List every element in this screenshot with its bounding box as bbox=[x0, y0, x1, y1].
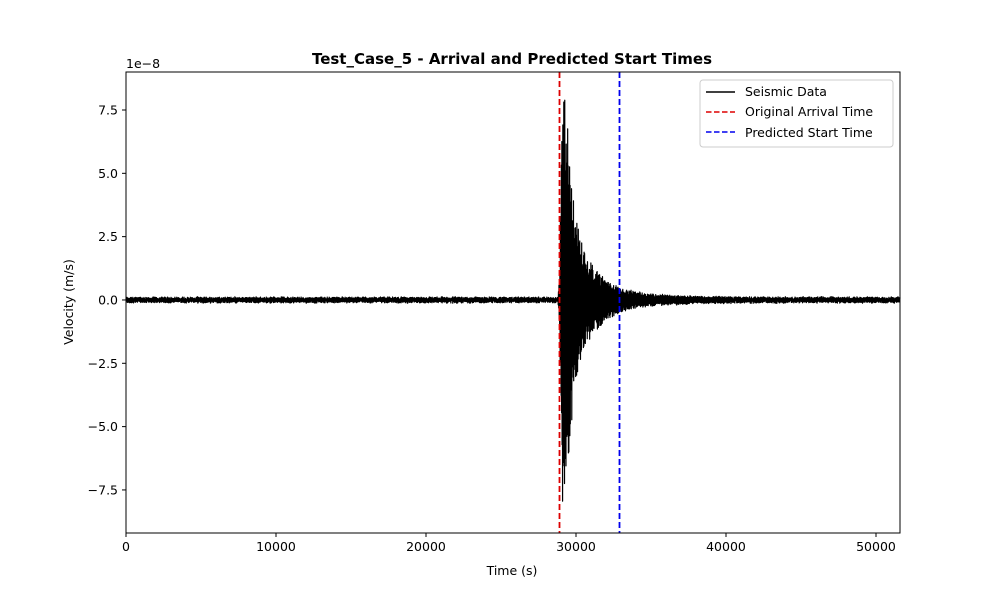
x-tick-label: 50000 bbox=[856, 539, 896, 554]
legend: Seismic Data Original Arrival Time Predi… bbox=[699, 79, 894, 148]
chart-title: Test_Case_5 - Arrival and Predicted Star… bbox=[312, 50, 712, 68]
y-tick-label: 2.5 bbox=[98, 229, 118, 244]
x-tick-label: 10000 bbox=[256, 539, 296, 554]
y-tick-label: 0.0 bbox=[98, 292, 118, 307]
x-tick-label: 30000 bbox=[556, 539, 596, 554]
x-tick-label: 0 bbox=[122, 539, 130, 554]
x-axis: 0 10000 20000 30000 40000 50000 bbox=[122, 533, 896, 554]
y-axis-label: Velocity (m/s) bbox=[61, 259, 76, 345]
seismic-data-line bbox=[125, 99, 901, 502]
plot-area bbox=[125, 72, 901, 533]
y-axis: −7.5 −5.0 −2.5 0.0 2.5 5.0 7.5 bbox=[88, 102, 126, 497]
legend-box bbox=[699, 79, 894, 148]
legend-label-predicted: Predicted Start Time bbox=[745, 125, 873, 140]
legend-label-arrival: Original Arrival Time bbox=[745, 104, 873, 119]
y-tick-label: −7.5 bbox=[88, 482, 118, 497]
y-tick-label: −2.5 bbox=[88, 356, 118, 371]
plot-frame bbox=[125, 71, 901, 534]
x-tick-label: 40000 bbox=[706, 539, 746, 554]
seismic-data-trace bbox=[125, 99, 901, 502]
y-scale-note: 1e−8 bbox=[126, 56, 160, 71]
y-tick-label: 5.0 bbox=[98, 166, 118, 181]
x-tick-label: 20000 bbox=[406, 539, 446, 554]
y-tick-label: 7.5 bbox=[98, 102, 118, 117]
y-tick-label: −5.0 bbox=[88, 419, 118, 434]
legend-label-seismic: Seismic Data bbox=[745, 84, 827, 99]
x-axis-label: Time (s) bbox=[486, 563, 538, 578]
